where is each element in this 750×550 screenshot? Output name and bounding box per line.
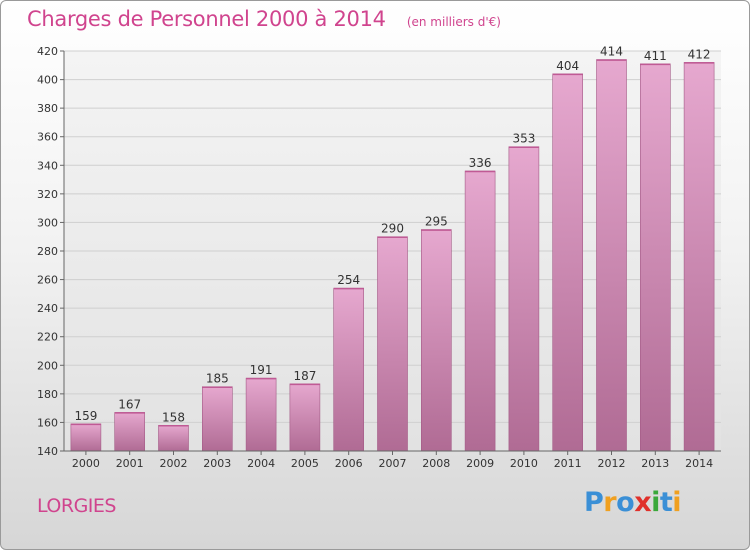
- y-tick-label: 260: [37, 274, 58, 287]
- x-tick-label: 2000: [72, 457, 100, 470]
- y-tick-label: 240: [37, 302, 58, 315]
- logo-letter: i: [672, 487, 682, 518]
- data-label: 412: [688, 47, 711, 61]
- bar: [552, 73, 584, 452]
- x-tick-label: 2002: [160, 457, 188, 470]
- x-tick-label: 2008: [422, 457, 450, 470]
- y-tick-label: 420: [37, 45, 58, 58]
- y-tick-label: 280: [37, 245, 58, 258]
- chart-subtitle: (en milliers d'€): [406, 15, 501, 29]
- data-label: 295: [425, 215, 448, 229]
- data-label: 336: [469, 156, 492, 170]
- y-tick-label: 300: [37, 216, 58, 229]
- x-tick-label: 2009: [466, 457, 494, 470]
- y-tick-label: 220: [37, 331, 58, 344]
- bar: [420, 229, 452, 452]
- y-tick-label: 320: [37, 188, 58, 201]
- y-tick-label: 180: [37, 388, 58, 401]
- logo-letter: P: [584, 487, 604, 518]
- bar: [70, 423, 102, 452]
- bar: [683, 62, 715, 452]
- bar-layer: [70, 59, 715, 452]
- bar: [245, 377, 277, 452]
- bar: [333, 287, 365, 452]
- x-tick-label: 2010: [510, 457, 538, 470]
- data-label: 414: [600, 45, 623, 59]
- data-label: 191: [250, 363, 273, 377]
- y-tick-label: 160: [37, 416, 58, 429]
- proxiti-logo: Proxiti: [584, 487, 682, 518]
- x-tick-label: 2006: [335, 457, 363, 470]
- chart-title: Charges de Personnel 2000 à 2014: [27, 7, 386, 31]
- data-label: 254: [337, 273, 360, 287]
- data-label: 411: [644, 49, 667, 63]
- bar: [377, 236, 408, 452]
- x-tick-label: 2004: [247, 457, 275, 470]
- data-label: 185: [206, 372, 229, 386]
- x-tick-label: 2007: [379, 457, 407, 470]
- title-row: Charges de Personnel 2000 à 2014 (en mil…: [27, 7, 501, 31]
- y-tick-label: 400: [37, 74, 58, 87]
- logo-letter: x: [634, 487, 652, 518]
- axis-layer: 140 160 180 200 220 240 260 280 300 320 340 360 380 4…: [37, 45, 721, 470]
- bar: [464, 170, 496, 452]
- logo-letter: o: [616, 487, 635, 518]
- location-name: LORGIES: [37, 495, 116, 517]
- data-label: 158: [162, 410, 185, 424]
- data-label: 167: [118, 397, 141, 411]
- data-label: 353: [512, 132, 535, 146]
- data-label: 404: [556, 59, 579, 73]
- x-tick-label: 2001: [116, 457, 144, 470]
- bar: [114, 412, 145, 452]
- y-tick-label: 140: [37, 445, 58, 458]
- data-label: 159: [74, 409, 97, 423]
- x-tick-label: 2005: [291, 457, 319, 470]
- y-tick-label: 380: [37, 102, 58, 115]
- bar: [508, 146, 540, 452]
- logo-letter: i: [651, 487, 660, 518]
- bar: [158, 424, 189, 452]
- bar: [202, 386, 233, 452]
- y-tick-label: 340: [37, 159, 58, 172]
- x-tick-label: 2013: [641, 457, 669, 470]
- logo-letter: t: [659, 487, 673, 518]
- x-tick-label: 2014: [685, 457, 713, 470]
- data-label: 290: [381, 222, 404, 236]
- data-label: 187: [293, 369, 316, 383]
- logo-letter: r: [603, 487, 617, 518]
- bar: [596, 59, 627, 452]
- x-tick-label: 2011: [554, 457, 582, 470]
- bar: [289, 383, 321, 452]
- x-tick-label: 2003: [203, 457, 231, 470]
- bar: [639, 63, 671, 452]
- y-tick-label: 360: [37, 131, 58, 144]
- x-tick-label: 2012: [598, 457, 626, 470]
- y-tick-label: 200: [37, 359, 58, 372]
